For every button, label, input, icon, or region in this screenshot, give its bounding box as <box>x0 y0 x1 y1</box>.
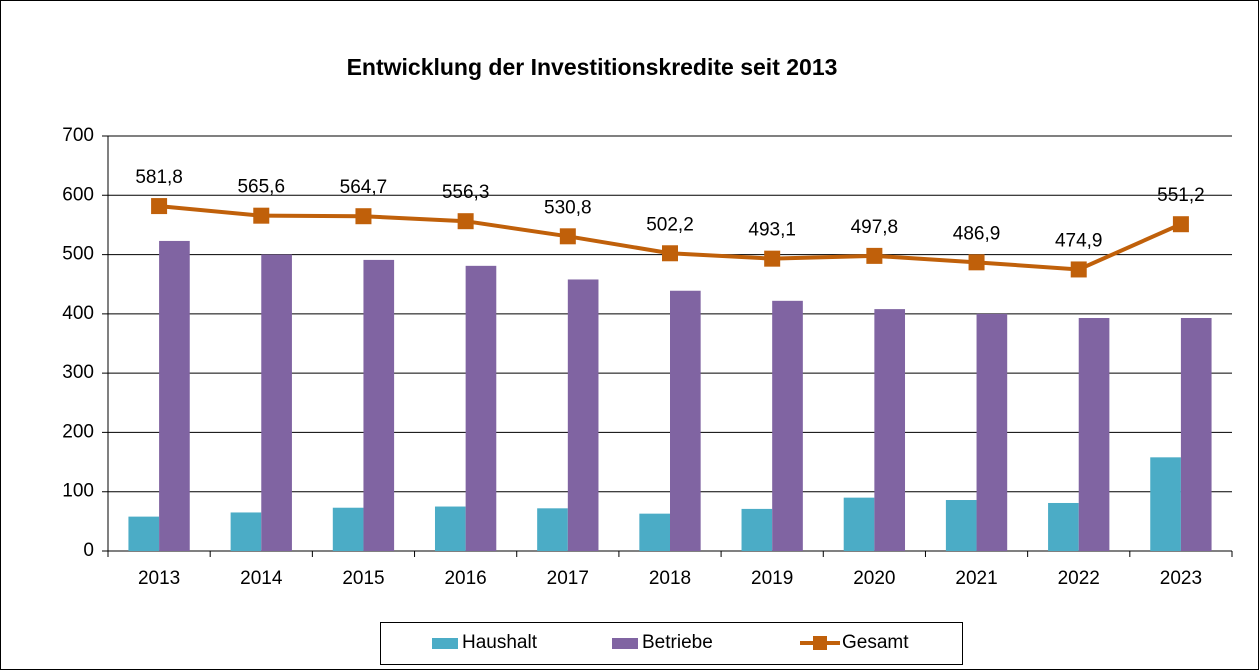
line-marker <box>1070 261 1087 278</box>
line-marker <box>866 247 883 264</box>
bar <box>639 513 670 551</box>
x-tick-label: 2015 <box>342 568 384 589</box>
line-marker <box>253 207 270 224</box>
bar <box>1078 318 1110 551</box>
bar <box>843 497 875 551</box>
bar <box>976 313 1008 551</box>
legend-marker <box>813 636 827 650</box>
y-tick-label: 500 <box>62 244 94 265</box>
y-tick-label: 0 <box>83 540 94 561</box>
bar <box>128 516 160 551</box>
bar <box>1048 502 1079 551</box>
x-tick-label: 2017 <box>547 568 589 589</box>
x-tick-label: 2014 <box>240 568 283 589</box>
x-tick-label: 2013 <box>138 568 180 589</box>
bar <box>230 512 262 551</box>
bar <box>332 507 364 551</box>
y-tick-label: 400 <box>62 303 94 324</box>
line-marker <box>151 198 168 215</box>
data-label: 502,2 <box>646 214 694 235</box>
bar <box>159 240 190 551</box>
x-tick-label: 2016 <box>444 568 486 589</box>
line-marker <box>968 254 985 271</box>
line-marker <box>559 228 576 245</box>
line-marker <box>355 208 372 225</box>
bar <box>434 506 466 551</box>
data-label: 564,7 <box>340 177 388 198</box>
bar <box>1180 318 1212 551</box>
data-label: 565,6 <box>237 177 285 198</box>
legend-label: Haushalt <box>462 632 538 653</box>
bar <box>465 265 497 551</box>
x-tick-label: 2018 <box>649 568 691 589</box>
data-label: 551,2 <box>1157 185 1205 206</box>
data-label: 486,9 <box>953 223 1001 244</box>
bar <box>567 279 599 551</box>
bar <box>261 254 292 552</box>
data-label: 581,8 <box>135 167 183 188</box>
legend-label: Betriebe <box>642 632 713 653</box>
y-tick-label: 200 <box>62 421 94 442</box>
legend-label: Gesamt <box>842 632 909 653</box>
bar <box>945 500 977 551</box>
bar <box>363 259 395 551</box>
bar <box>670 290 701 551</box>
data-label: 497,8 <box>851 217 899 238</box>
bar <box>1150 457 1181 551</box>
bar <box>772 300 803 551</box>
x-tick-label: 2020 <box>853 568 895 589</box>
x-tick-label: 2021 <box>955 568 997 589</box>
y-tick-label: 300 <box>62 362 94 383</box>
legend-swatch <box>432 638 458 649</box>
chart-title: Entwicklung der Investitionskredite seit… <box>347 54 838 80</box>
data-label: 474,9 <box>1055 230 1103 251</box>
bar <box>874 309 906 551</box>
x-tick-label: 2023 <box>1160 568 1202 589</box>
data-label: 530,8 <box>544 197 592 218</box>
bar <box>741 508 773 551</box>
line-marker <box>457 213 474 230</box>
legend-box <box>380 622 963 665</box>
y-tick-label: 700 <box>62 125 94 146</box>
x-tick-label: 2019 <box>751 568 793 589</box>
data-label: 556,3 <box>442 182 490 203</box>
y-tick-label: 100 <box>62 481 94 502</box>
line-marker <box>1172 216 1189 233</box>
line-marker <box>662 245 678 262</box>
line-marker <box>764 250 781 267</box>
bar <box>537 508 568 551</box>
y-tick-label: 600 <box>62 184 94 205</box>
data-label: 493,1 <box>748 220 796 241</box>
x-tick-label: 2022 <box>1058 568 1100 589</box>
legend-swatch <box>612 638 638 649</box>
